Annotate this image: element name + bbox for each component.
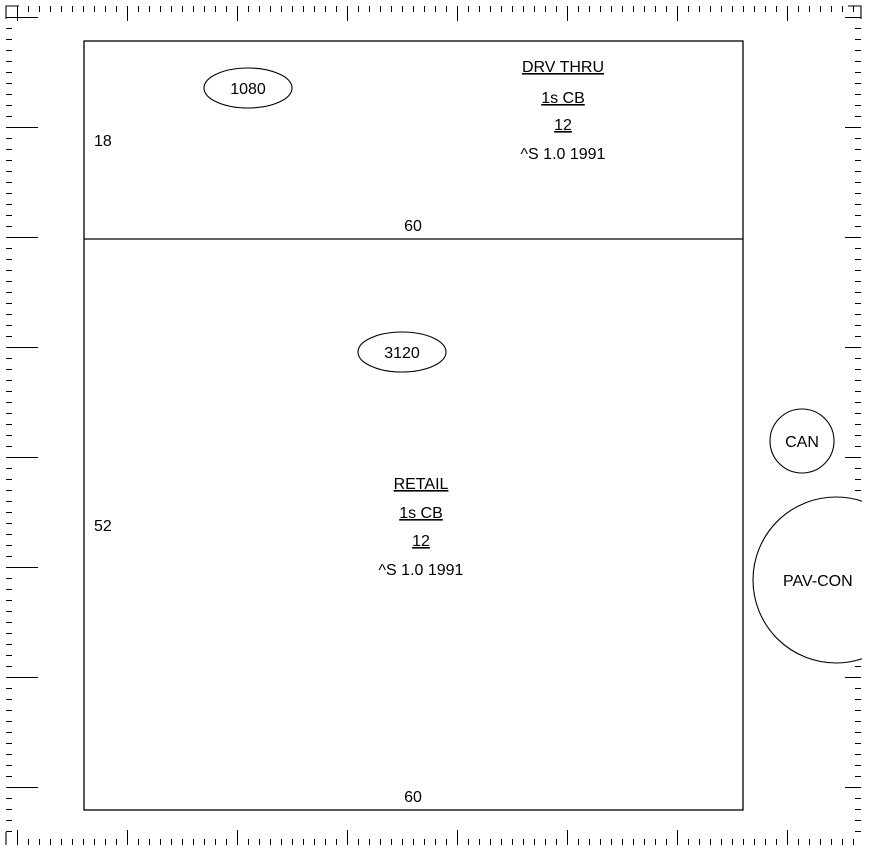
drive-thru-detail-label: ^S 1.0 1991	[521, 146, 606, 163]
area-retail[interactable]: 3120 RETAIL 1s CB 12 ^S 1.0 1991 52 60	[94, 331, 464, 806]
corner-top-left	[5, 5, 19, 19]
paving-circle	[752, 496, 862, 664]
retail-use-label: RETAIL	[394, 476, 449, 493]
ruler-top	[17, 6, 854, 21]
ruler-left	[6, 17, 38, 832]
retail-construction-label: 1s CB	[399, 505, 443, 522]
retail-width-label: 60	[404, 789, 422, 806]
drive-thru-construction-label: 1s CB	[541, 90, 585, 107]
corner-top-right	[848, 5, 862, 19]
symbol-paving[interactable]: PAV-CON	[752, 496, 888, 664]
retail-area-label: 3120	[384, 345, 420, 362]
paving-label: PAV-CON	[783, 573, 853, 590]
symbol-canopy[interactable]: CAN	[769, 408, 835, 474]
canopy-circle	[769, 408, 835, 474]
area-drive-thru[interactable]: 1080 DRV THRU 1s CB 12 ^S 1.0 1991 18 60	[94, 59, 606, 235]
area-badge-outline	[357, 331, 447, 373]
retail-detail-label: ^S 1.0 1991	[379, 562, 464, 579]
retail-height-label: 12	[412, 533, 430, 550]
retail-depth-label: 52	[94, 518, 112, 535]
canopy-label: CAN	[785, 434, 819, 451]
ruler-bottom	[17, 830, 854, 845]
area-badge-outline	[203, 67, 293, 109]
drive-thru-area-label: 1080	[230, 81, 266, 98]
ruler-right	[845, 17, 861, 832]
drive-thru-height-label: 12	[554, 117, 572, 134]
drive-thru-use-label: DRV THRU	[522, 59, 604, 76]
drive-thru-width-label: 60	[404, 218, 422, 235]
building-outline	[83, 40, 744, 811]
drive-thru-depth-label: 18	[94, 133, 112, 150]
